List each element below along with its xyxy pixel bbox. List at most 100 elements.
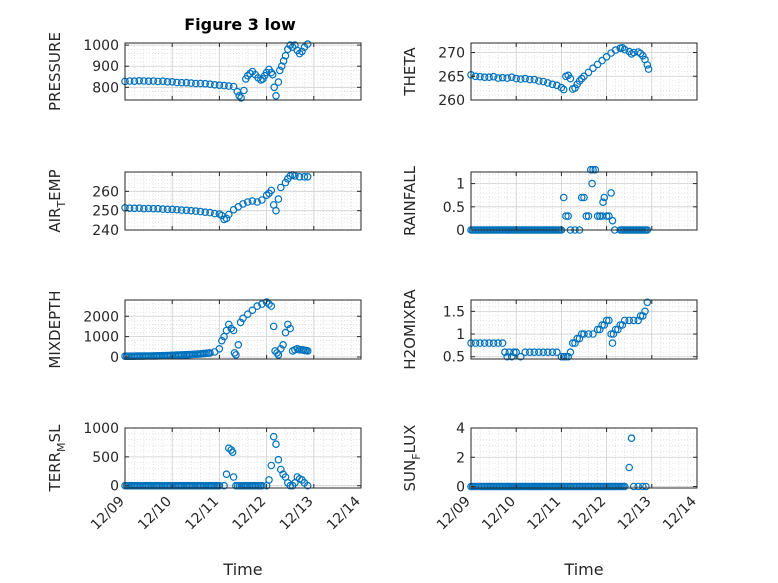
data-point bbox=[471, 339, 480, 347]
data-point bbox=[173, 78, 181, 87]
y-tick-label: 265 bbox=[438, 69, 465, 85]
y-tick-label: 900 bbox=[92, 59, 119, 75]
data-point bbox=[220, 81, 228, 90]
data-point bbox=[539, 348, 548, 357]
data-point bbox=[593, 325, 602, 334]
data-point bbox=[276, 344, 285, 353]
data-point bbox=[206, 208, 214, 217]
x-tick-label: 12/09 bbox=[434, 494, 474, 534]
data-point bbox=[210, 209, 219, 218]
data-point bbox=[625, 463, 634, 472]
data-point bbox=[248, 306, 257, 315]
data-point bbox=[634, 482, 643, 491]
data-point bbox=[602, 52, 611, 61]
data-point bbox=[566, 348, 575, 357]
plot-area bbox=[125, 428, 361, 488]
data-point bbox=[575, 334, 584, 343]
data-point bbox=[265, 476, 273, 484]
data-point bbox=[607, 189, 615, 197]
data-point bbox=[503, 74, 512, 82]
y-tick-label: 0.5 bbox=[443, 200, 465, 216]
data-point bbox=[227, 324, 236, 333]
data-point bbox=[595, 325, 604, 334]
data-point bbox=[163, 205, 172, 214]
data-point bbox=[611, 325, 620, 334]
y-tick-label: 2 bbox=[456, 450, 465, 466]
data-point bbox=[298, 47, 306, 56]
data-point bbox=[494, 74, 502, 82]
y-tick-label: 4 bbox=[456, 421, 465, 437]
data-point bbox=[130, 77, 139, 86]
data-point bbox=[593, 60, 602, 69]
y-tick-label: 2000 bbox=[83, 309, 119, 325]
x-tick-label: 12/13 bbox=[277, 494, 317, 534]
data-point bbox=[281, 51, 290, 60]
data-point bbox=[125, 77, 134, 85]
data-point bbox=[140, 77, 148, 85]
data-point bbox=[187, 206, 195, 215]
data-point bbox=[229, 82, 238, 91]
data-point bbox=[607, 330, 615, 338]
data-point bbox=[512, 74, 521, 83]
data-point bbox=[144, 204, 153, 213]
x-axis-label: Time bbox=[563, 560, 603, 579]
data-point bbox=[225, 210, 233, 219]
subplot-rainfall: 0 0.5 1 RAINFALL bbox=[401, 165, 698, 239]
data-point bbox=[206, 80, 214, 89]
data-point bbox=[629, 316, 638, 325]
data-point bbox=[236, 318, 245, 327]
x-tick-label: 12/14 bbox=[324, 493, 364, 533]
data-point bbox=[559, 193, 568, 202]
subplot-h2omixra: 0.5 1 1.5 H2OMIXRA bbox=[401, 289, 698, 370]
data-point bbox=[177, 78, 186, 87]
y-tick-label: 0.5 bbox=[443, 350, 465, 366]
data-point bbox=[140, 204, 148, 213]
data-point bbox=[274, 78, 283, 86]
data-point bbox=[589, 165, 597, 174]
data-point bbox=[303, 173, 312, 181]
data-point bbox=[476, 339, 484, 347]
data-point bbox=[636, 49, 645, 58]
data-point bbox=[510, 348, 518, 357]
data-point bbox=[222, 214, 231, 223]
data-point bbox=[516, 75, 525, 83]
data-point bbox=[204, 349, 213, 357]
data-point bbox=[586, 165, 595, 174]
axes-box bbox=[470, 42, 698, 101]
data-point bbox=[638, 482, 647, 491]
data-point bbox=[201, 79, 210, 88]
data-point bbox=[258, 300, 266, 308]
subplot-terr-msl: 0 500 1000 12/09 12/10 12/11 12/12 12/13 12/14 Ti… bbox=[46, 421, 364, 579]
data-point bbox=[643, 298, 652, 307]
data-point bbox=[598, 56, 606, 65]
data-point bbox=[235, 92, 244, 100]
data-point bbox=[584, 212, 593, 220]
data-point bbox=[620, 45, 629, 54]
data-point bbox=[507, 352, 516, 361]
data-point bbox=[192, 79, 200, 88]
x-tick-label: 12/13 bbox=[615, 494, 655, 534]
data-point bbox=[599, 198, 607, 207]
x-tick-label: 12/12 bbox=[570, 494, 610, 534]
data-point bbox=[568, 339, 577, 347]
data-point bbox=[182, 78, 191, 87]
subplot-mixdepth: 0 1000 2000 MIXDEPTH bbox=[46, 290, 362, 369]
data-point bbox=[534, 77, 543, 85]
data-point bbox=[584, 68, 593, 77]
data-point bbox=[600, 321, 609, 329]
data-point bbox=[258, 196, 266, 204]
data-point bbox=[489, 72, 498, 81]
data-point bbox=[609, 330, 618, 338]
data-point bbox=[548, 348, 557, 357]
data-point bbox=[144, 77, 153, 86]
y-axis-label: SUNFLUX bbox=[401, 425, 423, 492]
data-point bbox=[548, 80, 557, 89]
data-point bbox=[589, 64, 597, 73]
data-point bbox=[218, 336, 226, 345]
data-point bbox=[577, 193, 586, 202]
data-point bbox=[229, 326, 238, 335]
axes-box bbox=[470, 171, 698, 231]
data-point bbox=[173, 205, 181, 214]
data-point bbox=[201, 208, 210, 217]
